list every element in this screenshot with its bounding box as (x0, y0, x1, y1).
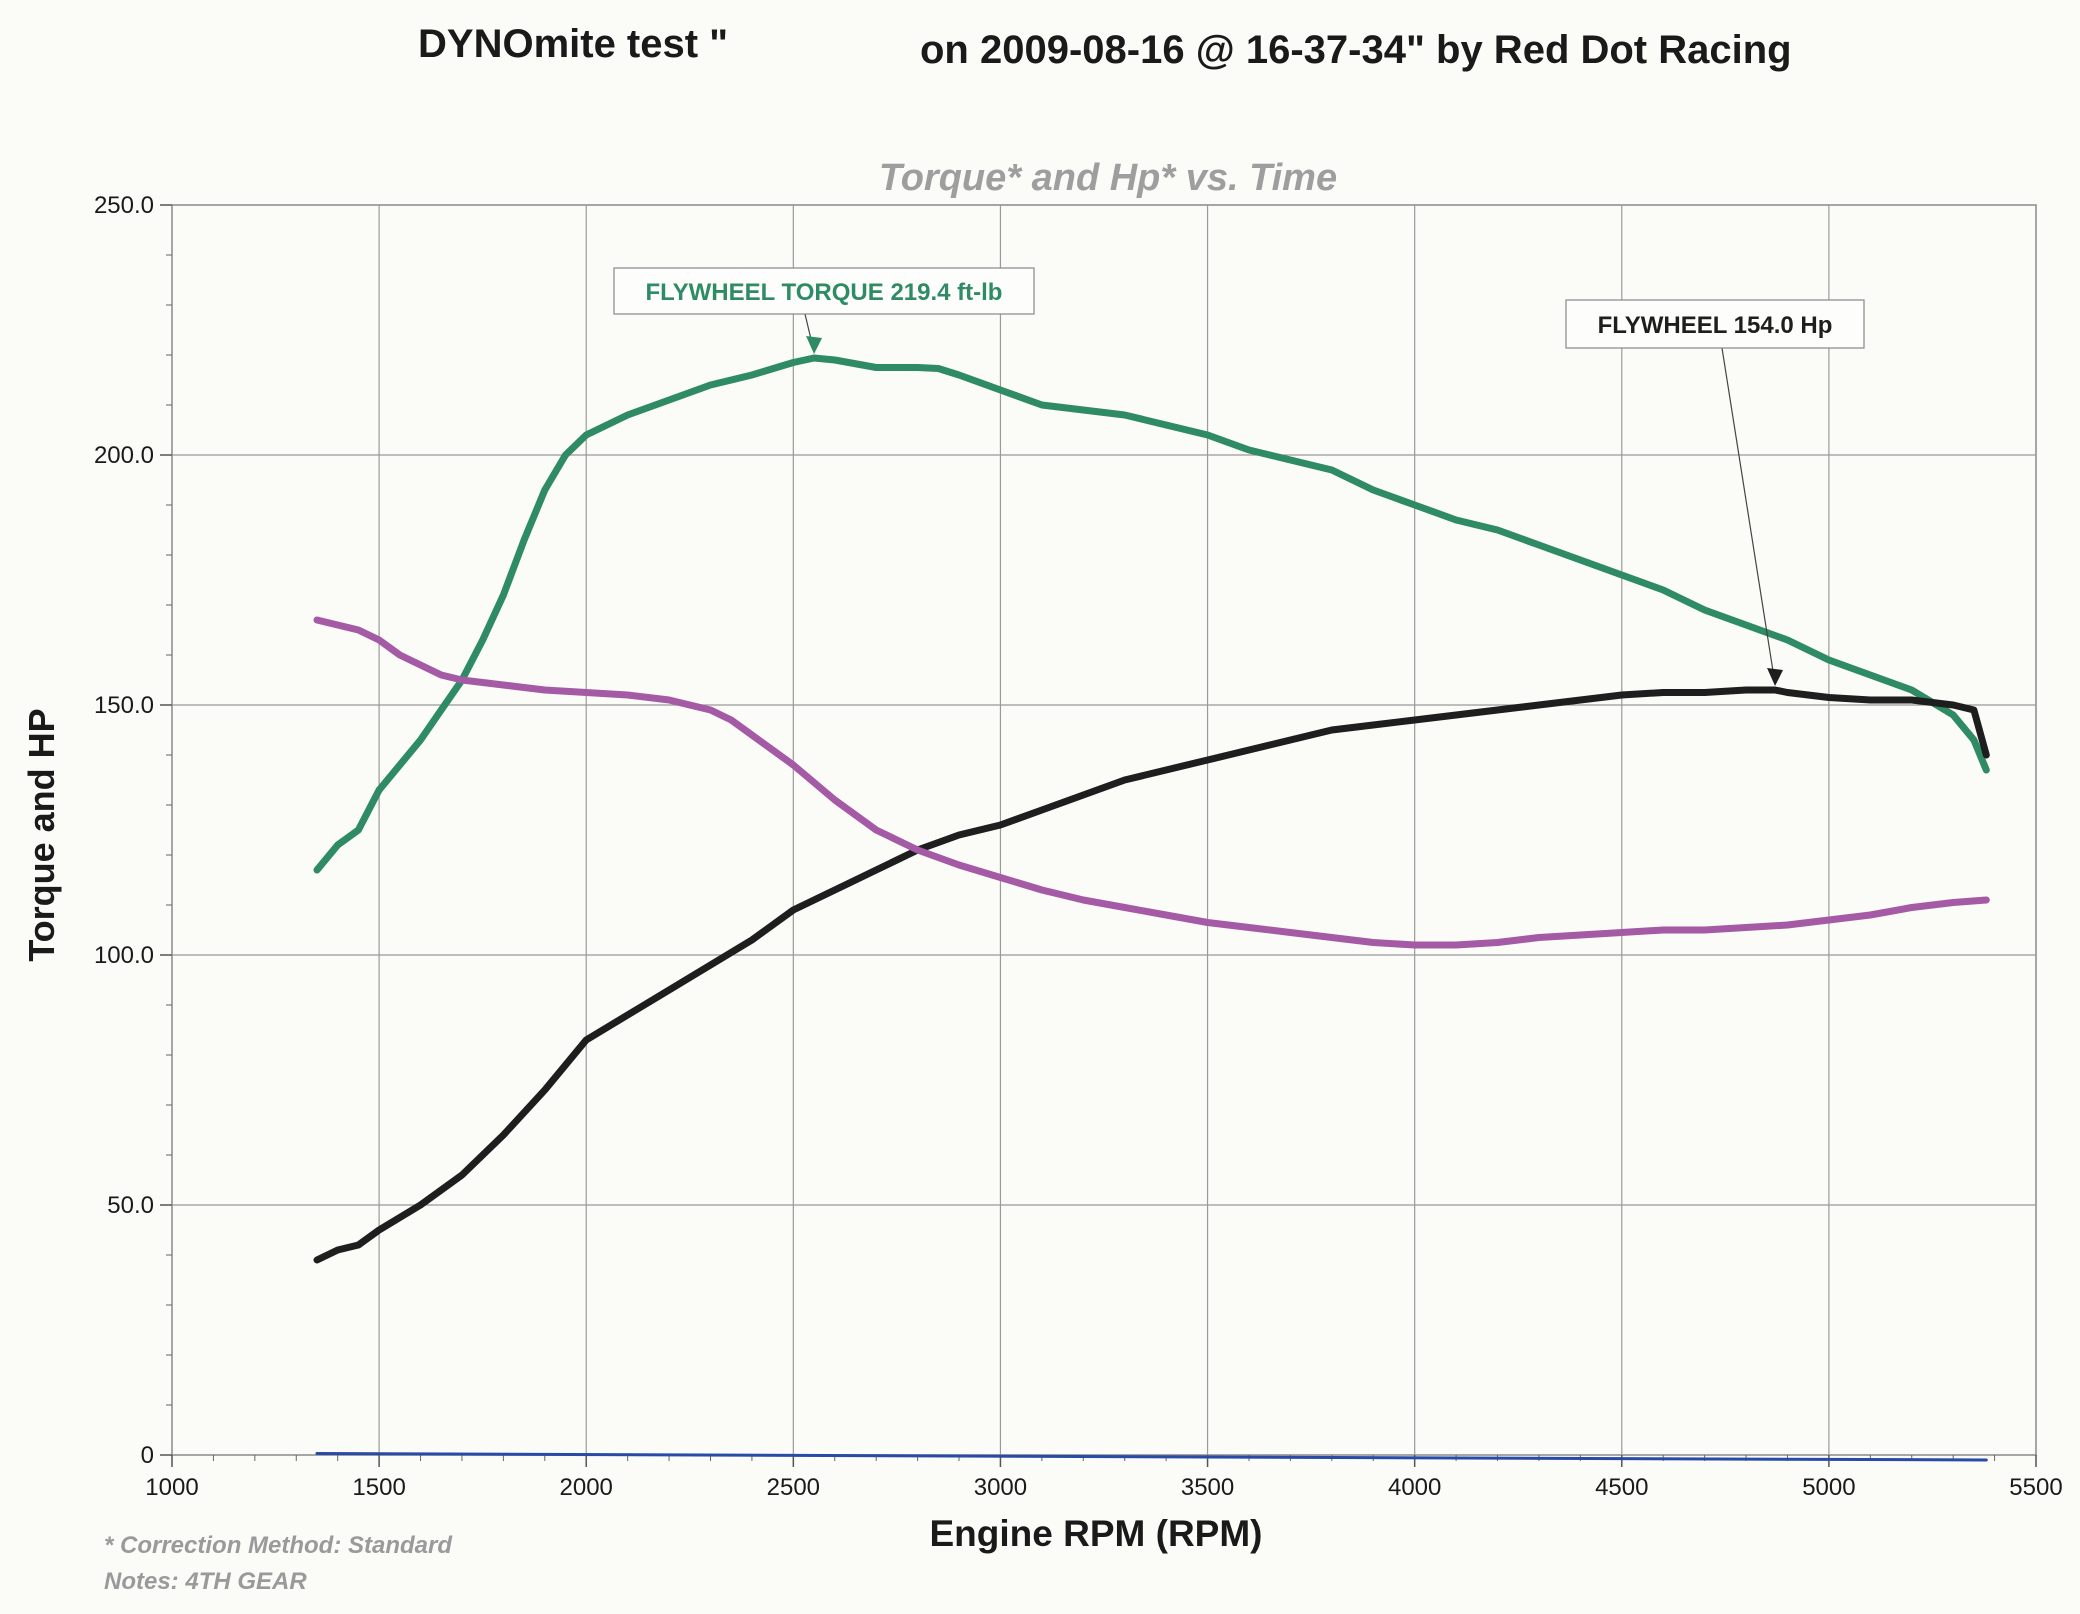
gear-note: Notes: 4TH GEAR (104, 1568, 307, 1595)
x-tick-label-3500: 3500 (1181, 1474, 1234, 1501)
axis-ticks: 1000 1500 2000 2500 3000 3500 4000 4500 5000 5500… (94, 192, 2063, 1501)
annotation-label-1: FLYWHEEL 154.0 Hp (1598, 312, 1833, 339)
series-line-flywheel-hp (313, 686, 1990, 1264)
y-tick-label-250.0: 250.0 (94, 192, 154, 219)
x-tick-label-1500: 1500 (352, 1474, 405, 1501)
series-line-purple-trace (313, 616, 1990, 949)
chart-title: Torque* and Hp* vs. Time (879, 157, 1337, 199)
annotation-box-0 (613, 267, 1035, 315)
x-tick-label-4000: 4000 (1388, 1474, 1441, 1501)
annotation-leader-1 (1721, 347, 1776, 685)
x-tick-label-2500: 2500 (767, 1474, 820, 1501)
y-tick-label-200.0: 200.0 (94, 442, 154, 469)
y-tick-label-50.0: 50.0 (107, 1192, 154, 1219)
x-tick-label-5000: 5000 (1802, 1474, 1855, 1501)
y-tick-label-150.0: 150.0 (94, 692, 154, 719)
x-tick-label-3000: 3000 (974, 1474, 1027, 1501)
annotation-box-1 (1565, 299, 1865, 349)
header-title-right: on 2009-08-16 @ 16-37-34" by Red Dot Rac… (920, 28, 1792, 72)
series-lines (313, 354, 1990, 1462)
y-tick-label-100.0: 100.0 (94, 942, 154, 969)
annotation-arrowhead-1 (1767, 668, 1784, 686)
x-tick-label-5500: 5500 (2009, 1474, 2062, 1501)
x-axis-label: Engine RPM (RPM) (930, 1513, 1263, 1554)
plot-frame (171, 204, 2037, 1456)
x-tick-label-4500: 4500 (1595, 1474, 1648, 1501)
grid-lines (172, 205, 2036, 1455)
x-tick-label-1000: 1000 (145, 1474, 198, 1501)
y-tick-label-0: 0 (141, 1442, 154, 1469)
y-axis-label: Torque and HP (21, 708, 62, 961)
series-line-baseline (315, 1452, 1988, 1462)
correction-note: * Correction Method: Standard (104, 1532, 453, 1559)
annotation-arrowhead-0 (806, 336, 823, 354)
annotations: FLYWHEEL TORQUE 219.4 ft-lb FLYWHEEL 154.… (613, 267, 1865, 686)
x-tick-label-2000: 2000 (560, 1474, 613, 1501)
series-line-flywheel-torque (313, 354, 1990, 874)
annotation-label-0: FLYWHEEL TORQUE 219.4 ft-lb (646, 279, 1003, 306)
header-title-left: DYNOmite test " (418, 22, 729, 66)
